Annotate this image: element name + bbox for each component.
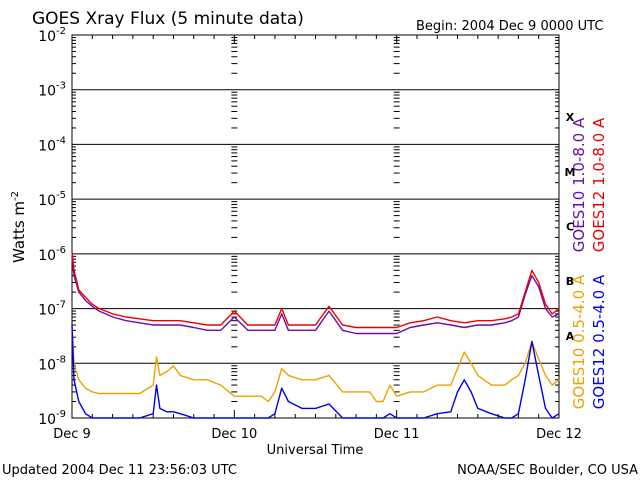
y-tick-exp: -9 (56, 409, 66, 420)
y-tick-base: 10 (38, 248, 56, 264)
y-tick-exp: -4 (56, 135, 66, 146)
flare-class-label: B (566, 275, 574, 288)
flare-class-label: X (566, 111, 575, 124)
chart-subtitle: Begin: 2004 Dec 9 0000 UTC (416, 19, 603, 34)
y-tick-label: 10-9 (38, 409, 66, 428)
y-tick-exp: -8 (56, 354, 66, 365)
y-tick-base: 10 (38, 193, 56, 209)
x-axis-tick-labels: Dec 9 Dec 10 Dec 11 Dec 12 (53, 427, 582, 442)
y-tick-base: 10 (38, 303, 56, 319)
y-tick-label: 10-7 (38, 300, 66, 319)
y-axis-label: Watts m-2 (10, 191, 28, 263)
y-tick-exp: -2 (56, 26, 66, 37)
legend-entry: GOES12 0.5-4.0 A (590, 274, 608, 409)
x-tick-label: Dec 11 (374, 427, 420, 442)
x-tick-label: Dec 9 (53, 427, 91, 442)
flare-class-labels: X M C B A (565, 111, 576, 343)
series-line (71, 251, 560, 329)
source-label: NOAA/SEC Boulder, CO USA (457, 463, 638, 478)
legend-entry: GOES10 0.5-4.0 A (570, 274, 588, 409)
series-lines (71, 251, 560, 419)
y-tick-base: 10 (38, 357, 56, 373)
y-tick-label: 10-2 (38, 26, 66, 45)
y-tick-base: 10 (38, 84, 56, 100)
y-tick-base: 10 (38, 29, 56, 45)
y-tick-exp: -6 (56, 245, 66, 256)
legend-entry: GOES12 1.0-8.0 A (590, 117, 608, 252)
series-line (71, 324, 560, 419)
chart-title: GOES Xray Flux (5 minute data) (32, 9, 304, 29)
x-axis-label: Universal Time (267, 443, 364, 458)
plot-frame (71, 34, 560, 419)
y-axis-label-exp: -2 (10, 191, 21, 201)
x-tick-label: Dec 12 (536, 427, 582, 442)
y-tick-label: 10-8 (38, 354, 66, 373)
series-line (71, 256, 560, 335)
y-tick-base: 10 (38, 138, 56, 154)
y-tick-label: 10-3 (38, 81, 66, 100)
updated-timestamp: Updated 2004 Dec 11 23:56:03 UTC (2, 463, 237, 478)
y-axis-label-base: Watts m (10, 201, 28, 263)
flare-class-label: M (565, 166, 576, 179)
flare-class-label: C (566, 221, 574, 234)
y-tick-label: 10-5 (38, 190, 66, 209)
y-axis-tick-labels: 10-210-310-410-510-610-710-810-9 (38, 26, 66, 428)
svg-text:Watts m-2: Watts m-2 (10, 191, 28, 263)
legend-entry: GOES10 1.0-8.0 A (570, 117, 588, 252)
y-tick-label: 10-6 (38, 245, 66, 264)
y-tick-exp: -7 (56, 300, 66, 311)
minor-ticks (71, 35, 560, 418)
y-tick-label: 10-4 (38, 135, 66, 154)
grid (72, 89, 559, 364)
y-tick-exp: -5 (56, 190, 66, 201)
y-tick-exp: -3 (56, 81, 66, 92)
x-tick-label: Dec 10 (211, 427, 257, 442)
flare-class-label: A (566, 330, 575, 343)
series-line (71, 324, 560, 403)
y-tick-base: 10 (38, 412, 56, 428)
